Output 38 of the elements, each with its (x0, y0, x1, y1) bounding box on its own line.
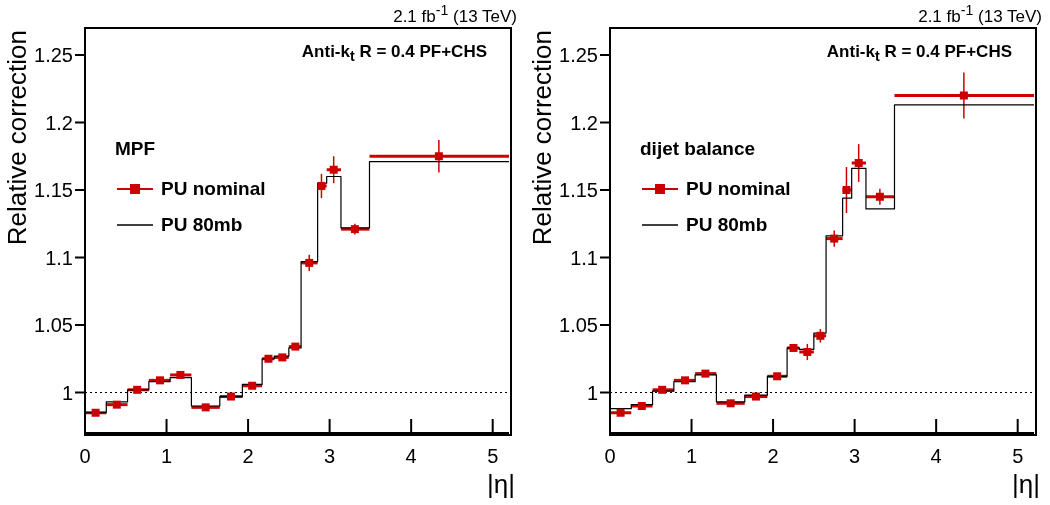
y-tick-label: 1.25 (34, 44, 73, 67)
y-tick-label: 1 (586, 381, 598, 404)
x-tick-label: 3 (849, 445, 861, 468)
legend-label: PU 80mb (161, 214, 243, 236)
y-tick-label: 1 (61, 381, 73, 404)
y-tick-label: 1.15 (559, 179, 598, 202)
annotation: Anti-k$_{t}$ R = 0.4 PF+CHS (301, 42, 487, 65)
x-tick-label: 4 (405, 445, 417, 468)
annotation: Anti-k$_{t}$ R = 0.4 PF+CHS (826, 42, 1012, 65)
legend-label: PU nominal (686, 178, 791, 200)
x-tick-label: 3 (324, 445, 336, 468)
x-tick-label: 2 (242, 445, 254, 468)
y-tick-label: 1.2 (570, 111, 598, 134)
legend-label: PU nominal (161, 178, 266, 200)
x-axis-title: |η| (487, 469, 515, 500)
y-tick-label: 1.15 (34, 179, 73, 202)
y-tick-label: 1.25 (559, 44, 598, 67)
y-axis-title: Relative correction (527, 30, 558, 248)
x-tick-label: 2 (767, 445, 779, 468)
y-axis-title: Relative correction (2, 30, 33, 248)
x-tick-label: 5 (487, 445, 499, 468)
text: 2.1 fb$^{-1}$ (13 TeV) (393, 2, 517, 27)
text: 2.1 fb$^{-1}$ (13 TeV) (918, 2, 1042, 27)
y-tick-label: 1.2 (45, 111, 73, 134)
legend-title: MPF (115, 138, 157, 160)
legend-title: dijet balance (640, 138, 757, 160)
x-tick-label: 0 (604, 445, 616, 468)
x-axis-title: |η| (1012, 469, 1040, 500)
x-tick-label: 1 (160, 445, 173, 468)
y-tick-label: 1.05 (559, 314, 598, 337)
y-tick-label: 1.1 (570, 246, 598, 269)
x-tick-label: 1 (685, 445, 698, 468)
legend-label: PU 80mb (686, 214, 768, 236)
y-tick-label: 1.05 (34, 314, 73, 337)
y-tick-label: 1.1 (45, 246, 73, 269)
x-tick-label: 5 (1012, 445, 1024, 468)
x-tick-label: 4 (930, 445, 942, 468)
x-tick-label: 0 (79, 445, 91, 468)
